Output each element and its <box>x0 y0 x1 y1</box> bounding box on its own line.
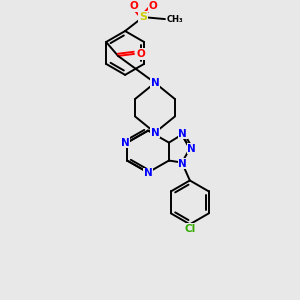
Text: N: N <box>188 144 196 154</box>
Text: N: N <box>144 169 152 178</box>
Text: O: O <box>148 1 158 11</box>
Text: N: N <box>178 129 187 139</box>
Text: O: O <box>130 1 138 11</box>
Text: N: N <box>178 158 187 169</box>
Text: N: N <box>151 128 159 138</box>
Text: N: N <box>121 138 130 148</box>
Text: N: N <box>151 78 159 88</box>
Text: CH₃: CH₃ <box>167 15 184 24</box>
Text: S: S <box>139 12 147 22</box>
Text: Cl: Cl <box>184 224 196 234</box>
Text: O: O <box>137 49 146 59</box>
